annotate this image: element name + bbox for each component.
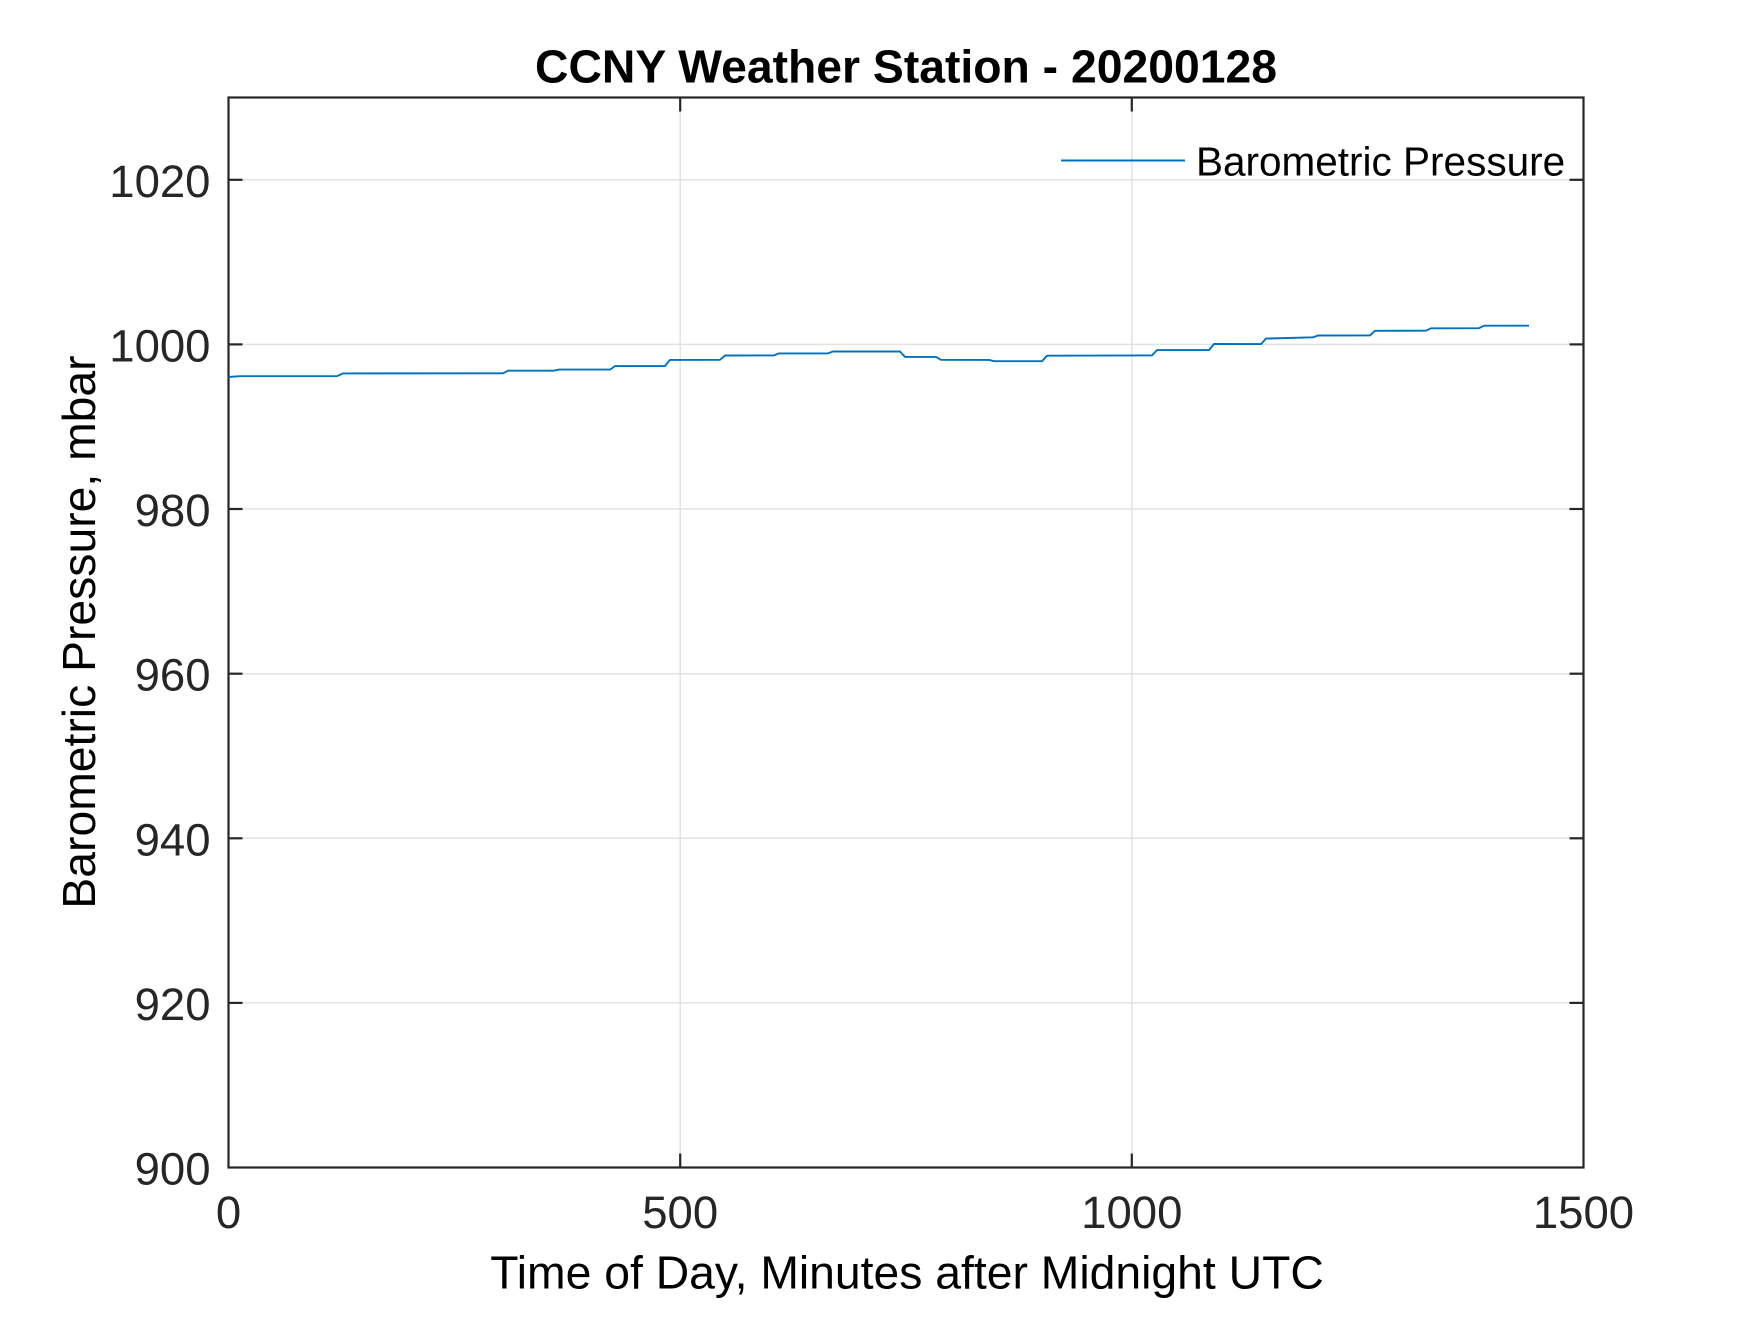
svg-text:940: 940: [135, 814, 211, 865]
svg-text:Barometric Pressure, mbar: Barometric Pressure, mbar: [53, 355, 105, 908]
svg-text:Barometric Pressure: Barometric Pressure: [1196, 139, 1565, 185]
svg-text:500: 500: [642, 1187, 718, 1238]
svg-text:CCNY Weather Station - 2020012: CCNY Weather Station - 20200128: [535, 41, 1277, 93]
svg-text:1000: 1000: [1081, 1187, 1182, 1238]
svg-text:Time of Day, Minutes after Mid: Time of Day, Minutes after Midnight UTC: [490, 1247, 1324, 1299]
svg-text:1500: 1500: [1533, 1187, 1634, 1238]
svg-text:980: 980: [135, 485, 211, 536]
svg-text:960: 960: [135, 650, 211, 701]
svg-text:900: 900: [135, 1144, 211, 1195]
svg-text:1020: 1020: [109, 156, 210, 207]
svg-text:920: 920: [135, 979, 211, 1030]
svg-text:1000: 1000: [109, 320, 210, 371]
svg-text:0: 0: [216, 1187, 241, 1238]
